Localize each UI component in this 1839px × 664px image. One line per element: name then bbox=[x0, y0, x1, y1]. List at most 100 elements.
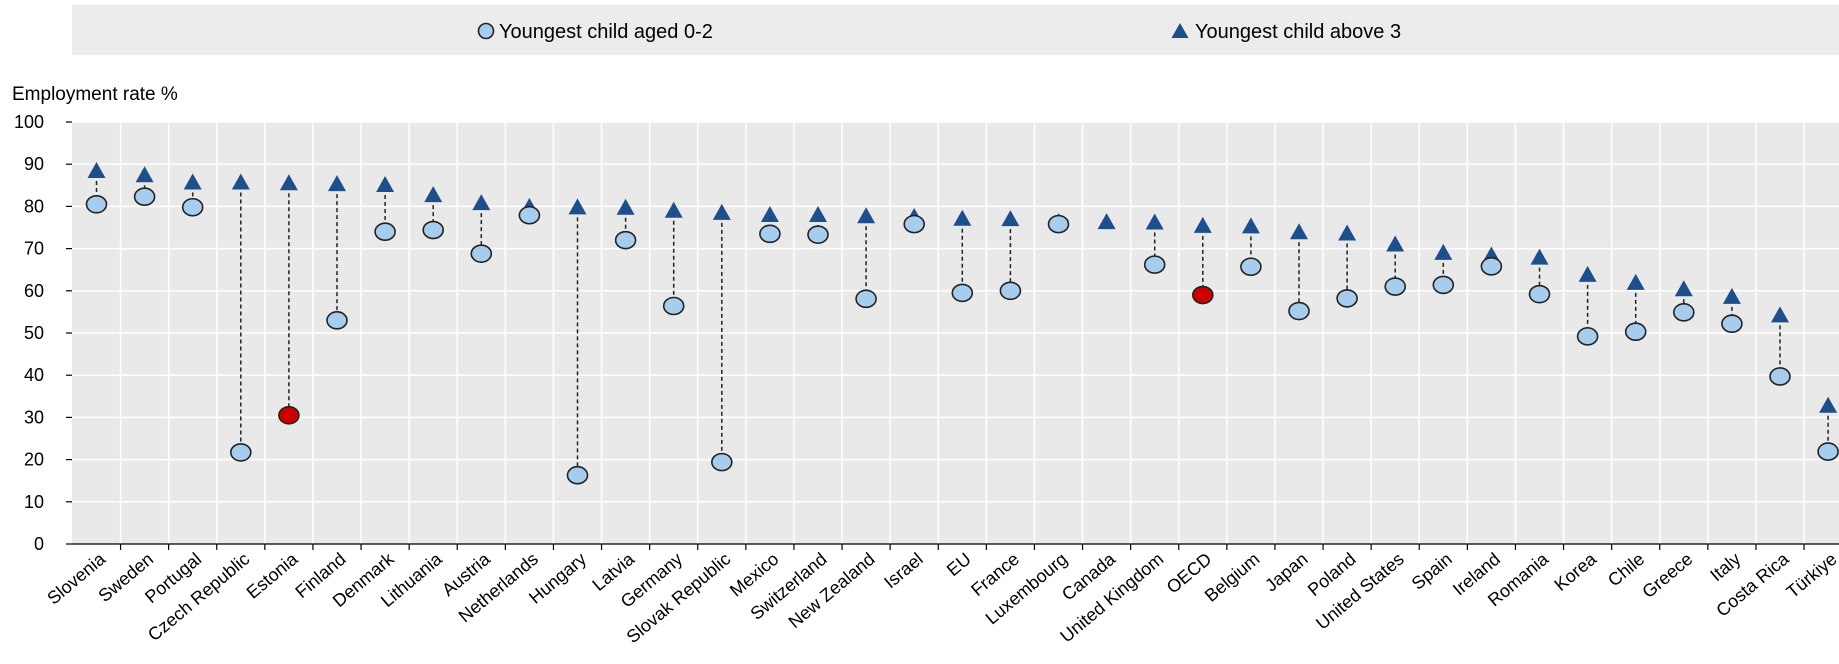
triangle-marker bbox=[1097, 213, 1116, 230]
circle-marker bbox=[1576, 327, 1599, 346]
triangle-marker bbox=[1434, 243, 1453, 260]
circle-marker bbox=[230, 443, 252, 462]
x-category-label: Slovenia bbox=[43, 548, 110, 608]
x-category-label: Italy bbox=[1706, 549, 1744, 586]
circle-marker bbox=[1528, 284, 1551, 304]
circle-marker bbox=[1047, 214, 1070, 234]
legend-circle-marker bbox=[477, 22, 495, 40]
triangle-marker bbox=[1674, 280, 1693, 297]
triangle-marker bbox=[712, 203, 731, 220]
x-category-label: Israel bbox=[880, 549, 927, 593]
y-tick-label: 70 bbox=[24, 239, 44, 259]
circle-marker bbox=[518, 205, 541, 225]
triangle-marker bbox=[1530, 248, 1549, 265]
circle-marker bbox=[133, 187, 156, 206]
x-category-label: Türkiye bbox=[1783, 549, 1839, 602]
y-tick-label: 80 bbox=[24, 196, 44, 216]
triangle-marker bbox=[1001, 210, 1020, 227]
y-tick-label: 10 bbox=[24, 492, 44, 512]
circle-marker bbox=[326, 311, 348, 330]
x-category-label: Estonia bbox=[243, 548, 303, 603]
y-tick-label: 0 bbox=[34, 534, 44, 554]
circle-marker bbox=[1769, 367, 1791, 386]
triangle-marker bbox=[616, 198, 635, 215]
legend-box bbox=[72, 5, 1839, 55]
circle-marker bbox=[662, 296, 685, 316]
triangle-marker bbox=[1338, 224, 1357, 241]
circle-marker bbox=[1817, 442, 1839, 461]
triangle-marker bbox=[568, 198, 587, 215]
y-tick-label: 20 bbox=[24, 450, 44, 470]
x-category-label: Korea bbox=[1551, 548, 1601, 595]
legend-series-0-label: Youngest child aged 0-2 bbox=[499, 21, 713, 43]
circle-marker bbox=[710, 452, 733, 472]
legend: Youngest child aged 0-2 Youngest child a… bbox=[72, 5, 1839, 55]
triangle-marker bbox=[328, 175, 346, 192]
triangle-marker bbox=[135, 166, 154, 183]
triangle-marker bbox=[1145, 213, 1164, 230]
circle-marker bbox=[374, 222, 396, 242]
circle-marker bbox=[278, 405, 300, 425]
triangle-marker bbox=[809, 205, 827, 222]
triangle-marker bbox=[760, 205, 779, 222]
gridlines bbox=[72, 121, 1839, 544]
triangle-marker bbox=[231, 173, 250, 190]
circle-marker bbox=[1240, 257, 1262, 277]
circle-marker bbox=[422, 220, 445, 240]
y-tick-label: 30 bbox=[24, 407, 44, 427]
circle-marker bbox=[999, 281, 1022, 301]
y-tick-label: 90 bbox=[24, 154, 44, 174]
triangle-marker bbox=[279, 174, 298, 191]
circle-marker bbox=[1624, 322, 1647, 342]
circle-marker bbox=[1336, 289, 1358, 308]
circle-marker bbox=[566, 465, 589, 485]
connectors bbox=[95, 181, 1829, 468]
circle-marker bbox=[181, 197, 204, 217]
triangle-marker bbox=[953, 209, 972, 226]
triangle-marker bbox=[1386, 235, 1405, 252]
circle-marker bbox=[1673, 303, 1695, 322]
triangle-marker bbox=[1193, 216, 1212, 233]
triangle-marker bbox=[857, 207, 876, 224]
triangle-marker bbox=[1819, 396, 1838, 413]
x-category-label: Japan bbox=[1261, 549, 1311, 596]
y-axis-label: Employment rate % bbox=[12, 84, 178, 105]
triangle-marker bbox=[1722, 287, 1741, 304]
circle-marker bbox=[1288, 301, 1310, 321]
circle-marker bbox=[614, 230, 637, 250]
y-tick-label: 50 bbox=[24, 323, 44, 343]
triangle-marker bbox=[1241, 217, 1260, 234]
triangle-marker bbox=[1290, 223, 1308, 240]
circle-marker bbox=[951, 283, 974, 303]
y-tick-label: 100 bbox=[14, 112, 44, 132]
triangle-marker bbox=[472, 194, 491, 211]
circle-marker bbox=[855, 289, 877, 309]
circle-marker bbox=[85, 194, 108, 214]
triangle-marker bbox=[1626, 273, 1645, 290]
x-category-label: Spain bbox=[1408, 549, 1456, 594]
triangle-marker bbox=[183, 173, 202, 190]
triangle-marker bbox=[424, 186, 443, 203]
circle-marker bbox=[1480, 257, 1503, 276]
circle-marker bbox=[1432, 275, 1455, 295]
x-category-label: EU bbox=[943, 549, 975, 580]
y-tick-label: 40 bbox=[24, 365, 44, 385]
triangle-marker bbox=[664, 201, 683, 218]
triangle-marker bbox=[1771, 306, 1789, 323]
circle-marker bbox=[470, 244, 493, 263]
circle-marker bbox=[1721, 314, 1743, 334]
circle-marker bbox=[807, 225, 829, 244]
triangle-marker bbox=[376, 175, 395, 192]
legend-triangle-marker bbox=[1171, 23, 1189, 38]
circle-marker bbox=[1192, 285, 1214, 305]
legend-series-1-label: Youngest child above 3 bbox=[1195, 21, 1401, 43]
triangle-marker bbox=[87, 162, 106, 179]
x-category-label: Greece bbox=[1638, 549, 1696, 602]
triangle-marker bbox=[1578, 265, 1597, 282]
circle-marker bbox=[903, 214, 926, 234]
circle-marker bbox=[1143, 255, 1166, 274]
x-category-label: Belgium bbox=[1201, 549, 1264, 606]
y-axis: 0 10 20 30 40 50 60 70 80 90 100 bbox=[14, 112, 72, 554]
